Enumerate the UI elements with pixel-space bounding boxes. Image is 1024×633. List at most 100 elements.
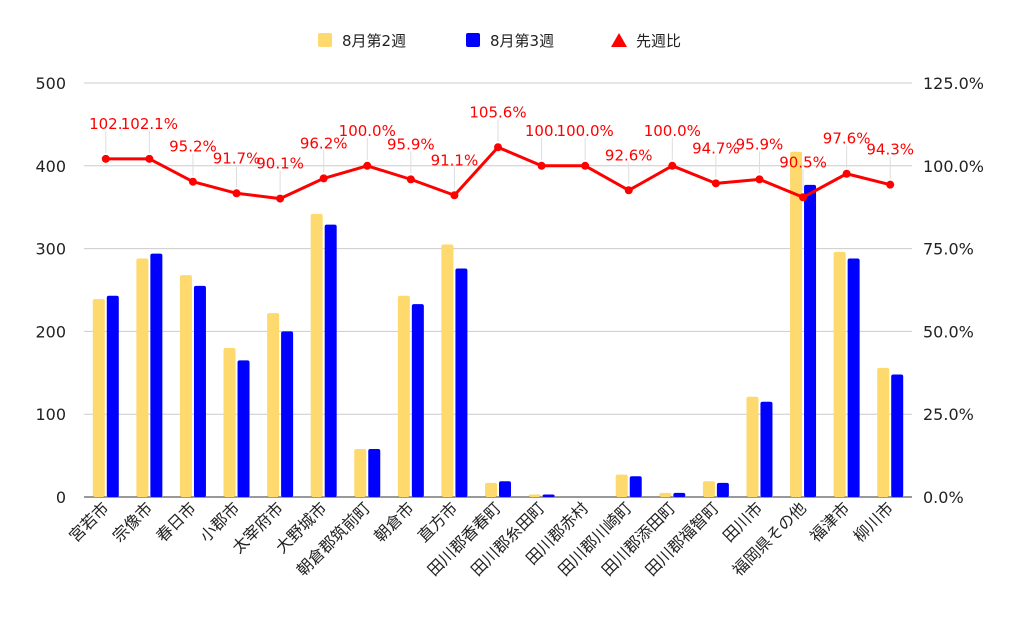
bar-week3 bbox=[411, 304, 424, 497]
ratio-data-label: 94.3% bbox=[866, 141, 914, 159]
legend: 8月第2週 8月第3週 先週比 bbox=[318, 32, 681, 50]
legend-swatch bbox=[466, 33, 480, 47]
bar-week3 bbox=[150, 253, 163, 497]
bar-week2 bbox=[746, 396, 759, 497]
legend-item: 8月第2週 bbox=[318, 32, 406, 50]
ratio-point bbox=[363, 161, 372, 170]
category-axis: 宮若市宗像市春日市小郡市太宰府市大野城市朝倉郡筑前町朝倉市直方市田川郡香春町田川… bbox=[65, 498, 897, 579]
bar-week2 bbox=[615, 474, 628, 497]
bar-week3 bbox=[804, 184, 817, 497]
bar-week3 bbox=[455, 268, 468, 497]
ratio-data-label: 100. bbox=[525, 122, 558, 140]
bar-week2 bbox=[485, 482, 497, 497]
y-tick-label: 200 bbox=[35, 322, 66, 341]
bar-week3 bbox=[542, 494, 555, 497]
ratio-data-label: 95.2% bbox=[169, 138, 217, 156]
ratio-line: 102.102.1%95.2%91.7%90.1%96.2%100.0%95.9… bbox=[89, 103, 914, 203]
ratio-data-label: 95.9% bbox=[387, 135, 435, 153]
ratio-point bbox=[711, 179, 720, 188]
legend-label: 8月第2週 bbox=[342, 32, 406, 50]
bar-week3 bbox=[760, 401, 773, 497]
bar-week3 bbox=[368, 448, 381, 497]
bar-week2 bbox=[267, 313, 280, 497]
bar-week2 bbox=[702, 481, 715, 497]
y-tick-label: 400 bbox=[35, 157, 66, 176]
ratio-data-label: 96.2% bbox=[300, 134, 348, 152]
ratio-data-label: 90.1% bbox=[256, 155, 304, 173]
ratio-point bbox=[842, 169, 851, 178]
ratio-data-label: 92.6% bbox=[605, 146, 653, 164]
bar-week2 bbox=[354, 448, 367, 497]
ratio-point bbox=[319, 174, 328, 183]
category-label: 福津市 bbox=[806, 498, 853, 545]
category-label: 宗像市 bbox=[109, 498, 156, 545]
ratio-point bbox=[581, 161, 590, 170]
ratio-point bbox=[276, 194, 285, 203]
bar-week2 bbox=[310, 213, 323, 497]
ratio-point bbox=[537, 161, 546, 170]
y2-tick-label: 50.0% bbox=[923, 322, 974, 341]
bar-week3 bbox=[281, 331, 294, 497]
y-tick-label: 100 bbox=[35, 405, 66, 424]
bar-week2 bbox=[397, 295, 410, 497]
legend-swatch bbox=[318, 33, 332, 47]
ratio-data-label: 97.6% bbox=[823, 130, 871, 148]
ratio-data-label: 100.0% bbox=[339, 122, 396, 140]
legend-label: 先週比 bbox=[636, 32, 681, 50]
y-tick-label: 300 bbox=[35, 240, 66, 259]
ratio-data-label: 105.6% bbox=[469, 103, 526, 121]
bars bbox=[92, 151, 904, 497]
bar-week3 bbox=[673, 492, 686, 497]
ratio-data-label: 94.7% bbox=[692, 139, 740, 157]
legend-item: 8月第3週 bbox=[466, 32, 554, 50]
category-label: 柳川市 bbox=[850, 498, 897, 545]
bar-week3 bbox=[499, 481, 511, 497]
y2-tick-label: 75.0% bbox=[923, 240, 974, 259]
bar-week3 bbox=[324, 224, 337, 497]
ratio-data-label: 102.1% bbox=[121, 115, 178, 133]
y-tick-label: 500 bbox=[35, 74, 66, 93]
y2-tick-label: 100.0% bbox=[923, 157, 984, 176]
bar-week2 bbox=[441, 244, 454, 497]
category-label: 朝倉市 bbox=[370, 498, 417, 545]
bar-week3 bbox=[106, 295, 119, 497]
ratio-data-label: 91.7% bbox=[213, 149, 261, 167]
y2-tick-label: 25.0% bbox=[923, 405, 974, 424]
bar-week2 bbox=[877, 367, 890, 497]
ratio-point bbox=[145, 154, 154, 163]
bar-week3 bbox=[193, 285, 206, 497]
ratio-data-label: 90.5% bbox=[779, 153, 827, 171]
bar-week3 bbox=[629, 476, 642, 497]
category-label: 宮若市 bbox=[65, 498, 112, 545]
legend-label: 8月第3週 bbox=[490, 32, 554, 50]
ratio-data-label: 102. bbox=[89, 115, 122, 133]
ratio-point bbox=[755, 175, 764, 184]
y-tick-label: 0 bbox=[56, 488, 66, 507]
ratio-data-label: 100.0% bbox=[644, 122, 701, 140]
bar-week2 bbox=[528, 494, 541, 497]
bar-week2 bbox=[179, 275, 192, 497]
bar-week3 bbox=[847, 258, 860, 497]
bar-week3 bbox=[237, 360, 250, 497]
gridlines bbox=[84, 82, 912, 498]
ratio-point bbox=[799, 193, 808, 202]
right-axis: 0.0% 25.0% 50.0% 75.0% 100.0% 125.0% bbox=[923, 74, 984, 507]
legend-triangle-icon bbox=[611, 33, 627, 47]
category-label: 春日市 bbox=[152, 498, 199, 545]
bar-week2 bbox=[833, 251, 846, 497]
bar-week3 bbox=[891, 374, 904, 497]
y2-tick-label: 125.0% bbox=[923, 74, 984, 93]
ratio-point bbox=[450, 191, 459, 200]
bar-week2 bbox=[136, 258, 149, 497]
y2-tick-label: 0.0% bbox=[923, 488, 964, 507]
bar-week2 bbox=[790, 151, 803, 497]
ratio-point bbox=[232, 189, 241, 198]
ratio-point bbox=[886, 180, 895, 189]
bar-week2 bbox=[92, 299, 105, 497]
bar-week3 bbox=[716, 482, 729, 497]
left-axis: 0 100 200 300 400 500 bbox=[35, 74, 66, 507]
ratio-data-label: 95.9% bbox=[736, 135, 784, 153]
ratio-point bbox=[624, 186, 633, 195]
ratio-data-label: 100.0% bbox=[557, 122, 614, 140]
